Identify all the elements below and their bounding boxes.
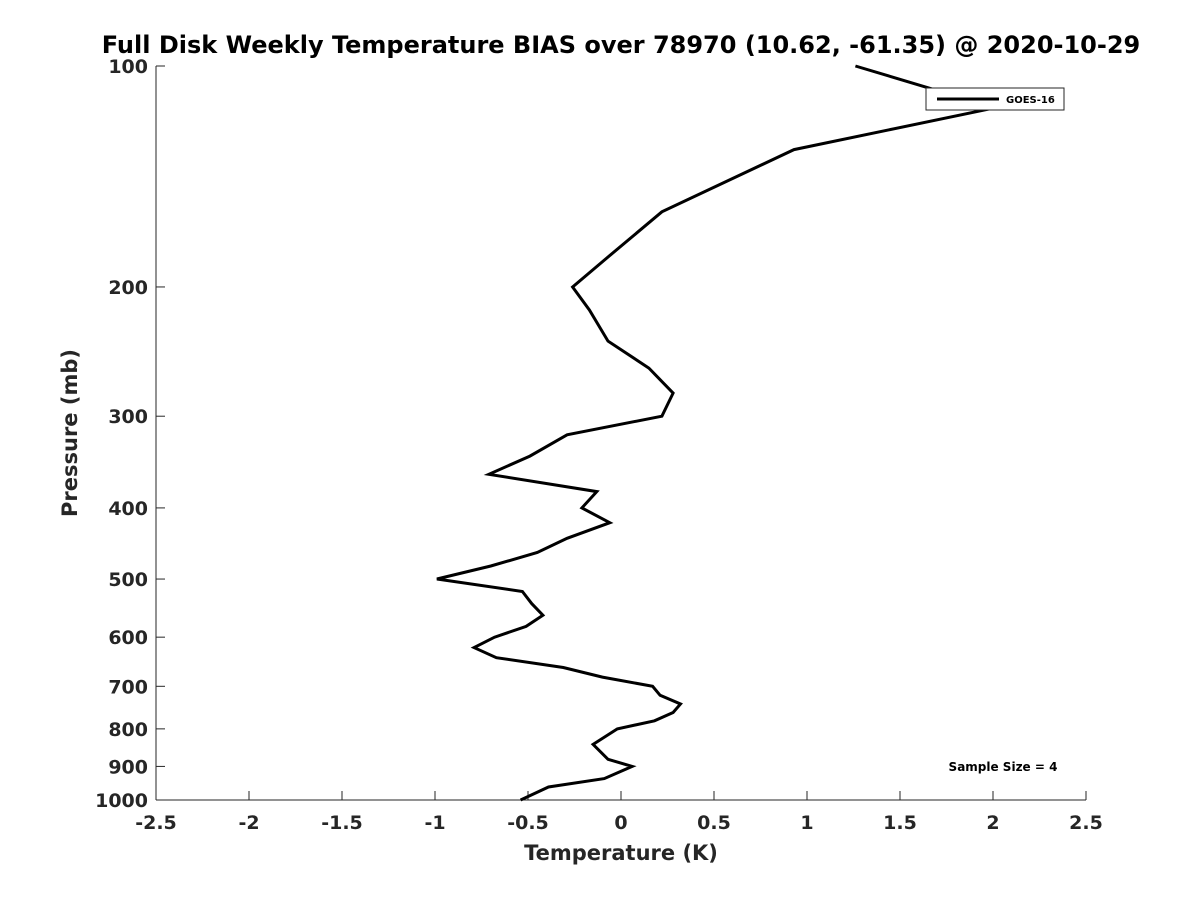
y-tick-label: 700 — [108, 676, 148, 698]
y-tick-label: 500 — [108, 569, 148, 591]
x-tick-label: 0.5 — [697, 812, 731, 834]
y-tick-label: 600 — [108, 627, 148, 649]
x-axis-ticks: -2.5 -2 -1.5 -1 -0.5 0 0.5 1 1.5 2 2.5 — [135, 791, 1103, 834]
y-tick-label: 200 — [108, 277, 148, 299]
y-axis-ticks: 100 200 300 400 500 600 700 800 900 1000 — [95, 56, 165, 812]
x-tick-label: -1.5 — [321, 812, 363, 834]
y-tick-label: 800 — [108, 719, 148, 741]
y-tick-label: 300 — [108, 406, 148, 428]
x-tick-label: -2.5 — [135, 812, 177, 834]
x-tick-label: -1 — [424, 812, 445, 834]
series-layer — [436, 64, 996, 802]
x-tick-label: 2 — [986, 812, 999, 834]
chart-title: Full Disk Weekly Temperature BIAS over 7… — [102, 31, 1141, 59]
x-tick-label: 2.5 — [1069, 812, 1103, 834]
x-tick-label: 1 — [800, 812, 813, 834]
legend: GOES-16 — [925, 87, 1065, 111]
y-tick-label: 100 — [108, 56, 148, 78]
y-tick-label: 400 — [108, 498, 148, 520]
y-tick-label: 1000 — [95, 790, 148, 812]
x-tick-label: -2 — [238, 812, 259, 834]
sample-size-annotation: Sample Size = 4 — [949, 760, 1058, 774]
x-tick-label: -0.5 — [507, 812, 549, 834]
plot-area: -2.5 -2 -1.5 -1 -0.5 0 0.5 1 1.5 2 2.5 100 200 300 40… — [95, 56, 1103, 834]
x-tick-label: 0 — [614, 812, 627, 834]
y-axis-label: Pressure (mb) — [58, 349, 82, 517]
series-line-goes-16 — [436, 64, 996, 802]
x-axis-label: Temperature (K) — [524, 841, 718, 865]
legend-label-goes-16: GOES-16 — [1006, 95, 1055, 106]
x-tick-label: 1.5 — [883, 812, 917, 834]
y-tick-label: 900 — [108, 756, 148, 778]
